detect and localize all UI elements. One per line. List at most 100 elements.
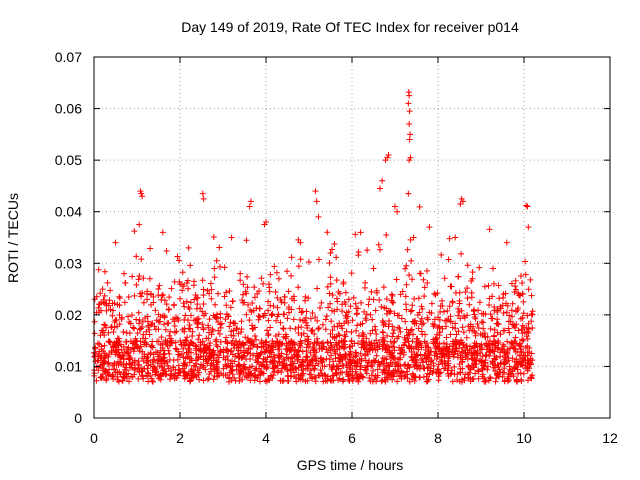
data-point bbox=[501, 327, 508, 334]
data-point bbox=[223, 363, 230, 370]
y-tick-label: 0.01 bbox=[55, 358, 82, 374]
data-point bbox=[366, 341, 373, 348]
data-point bbox=[438, 251, 445, 258]
data-point bbox=[303, 344, 310, 351]
data-point bbox=[415, 344, 422, 351]
data-point bbox=[105, 372, 112, 379]
data-point bbox=[199, 277, 206, 284]
data-point bbox=[364, 247, 371, 254]
data-point bbox=[490, 280, 497, 287]
data-point bbox=[373, 337, 380, 344]
data-point bbox=[393, 276, 400, 283]
data-point bbox=[381, 304, 388, 311]
data-point bbox=[118, 346, 125, 353]
data-point bbox=[288, 272, 295, 279]
data-point bbox=[358, 371, 365, 378]
data-point bbox=[424, 339, 431, 346]
data-point bbox=[449, 338, 456, 345]
data-point bbox=[138, 190, 145, 197]
data-point bbox=[149, 344, 156, 351]
data-point bbox=[326, 259, 333, 266]
data-point bbox=[343, 318, 350, 325]
data-point bbox=[445, 348, 452, 355]
data-point bbox=[223, 347, 230, 354]
data-point bbox=[386, 349, 393, 356]
data-point bbox=[489, 293, 496, 300]
data-point bbox=[258, 369, 265, 376]
data-point bbox=[95, 367, 102, 374]
data-point bbox=[239, 353, 246, 360]
data-point bbox=[307, 315, 314, 322]
data-point bbox=[405, 338, 412, 345]
data-point bbox=[230, 327, 237, 334]
data-point bbox=[247, 377, 254, 384]
data-point bbox=[174, 315, 181, 322]
data-point bbox=[341, 299, 348, 306]
x-tick-label: 8 bbox=[434, 430, 442, 446]
data-point bbox=[131, 325, 138, 332]
data-point bbox=[281, 357, 288, 364]
data-point bbox=[180, 345, 187, 352]
data-point bbox=[520, 349, 527, 356]
data-point bbox=[508, 280, 515, 287]
data-point bbox=[413, 351, 420, 358]
data-point bbox=[168, 285, 175, 292]
data-point bbox=[98, 327, 105, 334]
data-point bbox=[317, 366, 324, 373]
data-point bbox=[397, 372, 404, 379]
data-point bbox=[479, 365, 486, 372]
data-point bbox=[379, 177, 386, 184]
data-point bbox=[156, 282, 163, 289]
data-point bbox=[329, 327, 336, 334]
data-point bbox=[305, 336, 312, 343]
data-point bbox=[406, 108, 413, 115]
data-point bbox=[139, 193, 146, 200]
data-point bbox=[407, 236, 414, 243]
data-point bbox=[497, 331, 504, 338]
data-point bbox=[380, 284, 387, 291]
data-point bbox=[194, 324, 201, 331]
data-point bbox=[394, 208, 401, 215]
data-point bbox=[124, 345, 131, 352]
data-point bbox=[105, 329, 112, 336]
data-point bbox=[133, 281, 140, 288]
data-point bbox=[253, 365, 260, 372]
data-point bbox=[494, 329, 501, 336]
data-point bbox=[207, 340, 214, 347]
data-point bbox=[123, 338, 130, 345]
data-point bbox=[275, 352, 282, 359]
data-point bbox=[462, 289, 469, 295]
data-point bbox=[107, 306, 114, 313]
data-point bbox=[357, 229, 364, 236]
data-point bbox=[366, 296, 373, 303]
data-point bbox=[404, 335, 411, 342]
data-point bbox=[196, 365, 203, 372]
data-point bbox=[333, 254, 340, 261]
data-point bbox=[441, 275, 448, 282]
data-point bbox=[488, 315, 495, 322]
data-point bbox=[181, 303, 188, 310]
data-point bbox=[158, 372, 165, 379]
data-point bbox=[232, 353, 239, 360]
data-point bbox=[161, 360, 168, 367]
data-point bbox=[476, 264, 483, 271]
data-point bbox=[489, 341, 496, 348]
data-point bbox=[302, 378, 309, 385]
data-point bbox=[157, 318, 164, 325]
data-point bbox=[401, 373, 408, 380]
data-point bbox=[376, 185, 383, 192]
data-point bbox=[265, 307, 272, 314]
data-point bbox=[295, 263, 302, 270]
data-point bbox=[139, 289, 146, 296]
data-point bbox=[222, 356, 229, 363]
data-point bbox=[213, 366, 220, 373]
data-point bbox=[406, 136, 413, 143]
data-point bbox=[303, 319, 310, 326]
data-point bbox=[328, 246, 335, 253]
data-point bbox=[284, 268, 291, 275]
data-point bbox=[269, 311, 276, 318]
data-point bbox=[378, 303, 385, 310]
data-point bbox=[348, 270, 355, 277]
data-point bbox=[529, 311, 536, 318]
data-points bbox=[91, 89, 536, 385]
